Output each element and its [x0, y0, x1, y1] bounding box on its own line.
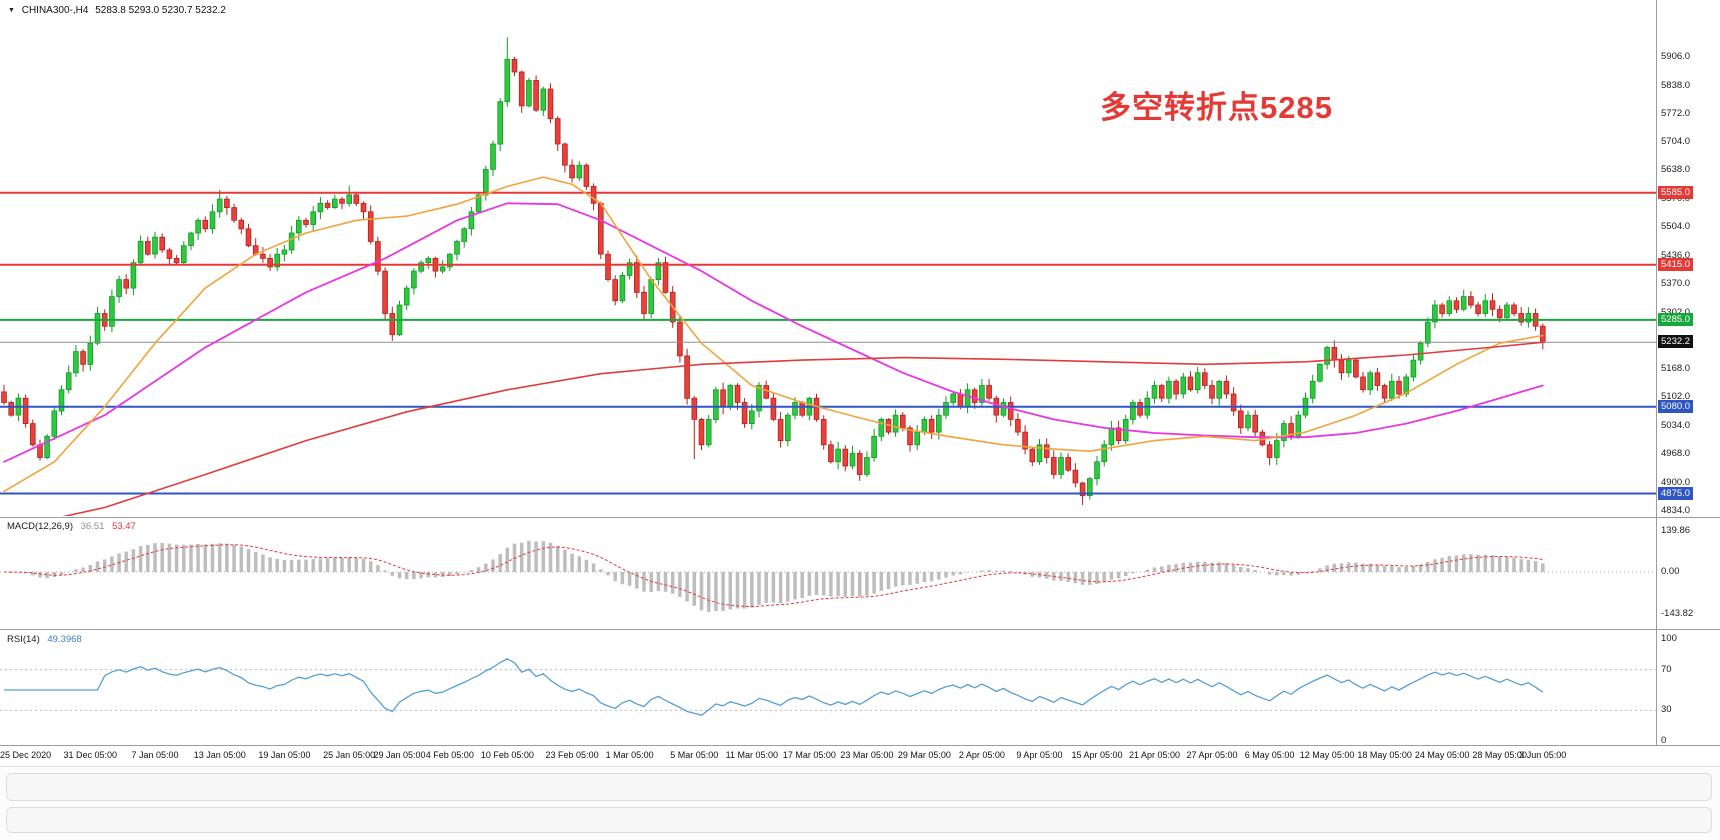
panel-separator: [0, 517, 1720, 518]
price-axis-tick: 5504.0: [1661, 221, 1691, 233]
macd-axis-tick: 0.00: [1661, 566, 1680, 577]
rsi-axis-tick: 0: [1661, 735, 1667, 746]
time-axis-label: 3 Jun 05:00: [1519, 750, 1567, 760]
time-axis-label: 17 Mar 05:00: [782, 750, 836, 760]
rsi-value: 49.3968: [47, 634, 82, 645]
time-axis-label: 6 May 05:00: [1244, 750, 1295, 760]
panel-separator: [0, 629, 1720, 630]
chart-annotation: 多空转折点5285: [1100, 90, 1333, 125]
price-axis-tick: 5302.0: [1661, 307, 1690, 318]
time-axis-label: 9 Apr 05:00: [1016, 750, 1063, 760]
chevron-down-icon[interactable]: ▼: [8, 7, 15, 14]
time-axis-label: 7 Jan 05:00: [131, 750, 179, 760]
time-axis[interactable]: 25 Dec 2020 31 Dec 05:00 7 Jan 05:00 13 Jan…: [0, 746, 1656, 766]
ma-long-red: [62, 341, 1544, 516]
time-axis-label: 11 Mar 05:00: [725, 750, 779, 760]
rsi-label: RSI(14): [7, 634, 40, 645]
bottom-chrome: [0, 766, 1720, 840]
rsi-axis-tick: 30: [1661, 704, 1672, 716]
time-axis-label: 10 Feb 05:00: [480, 750, 534, 760]
ma-slow-magenta: [3, 202, 1544, 463]
rsi-line: [4, 658, 1544, 717]
time-axis-label: 1 Mar 05:00: [605, 750, 654, 760]
moving-averages-layer: [3, 176, 1544, 516]
time-axis-label: 25 Jan 05:00: [323, 750, 376, 760]
price-axis-tick: 5638.0: [1661, 164, 1691, 176]
time-axis-label: 13 Jan 05:00: [193, 750, 246, 760]
time-axis-label: 2 Apr 05:00: [958, 750, 1005, 760]
macd-indicator-header: MACD(12,26,9) 36.51 53.47: [7, 521, 141, 532]
price-axis-separator: [1656, 0, 1657, 746]
macd-value-signal: 53.47: [112, 521, 136, 532]
time-axis-label: 29 Mar 05:00: [897, 750, 951, 760]
rsi-axis-tick: 70: [1661, 663, 1672, 675]
macd-axis-tick: -143.82: [1661, 608, 1694, 620]
price-axis-tick: 5772.0: [1661, 107, 1691, 119]
price-tag: 5415.0: [1658, 257, 1694, 271]
macd-axis[interactable]: 139.86 0.00 -143.82: [1657, 518, 1720, 628]
rsi-axis-tick: 100: [1661, 633, 1677, 644]
panel-separator: [0, 745, 1720, 746]
price-axis-tick: 5370.0: [1661, 277, 1691, 289]
macd-label: MACD(12,26,9): [7, 521, 73, 532]
macd-value-main: 36.51: [80, 521, 105, 532]
price-tag: 4875.0: [1658, 486, 1694, 500]
price-tag: 5232.2: [1658, 335, 1694, 349]
time-axis-label: 25 Dec 2020: [0, 750, 52, 760]
time-axis-label: 28 May 05:00: [1472, 750, 1527, 760]
macd-signal-line: [3, 544, 1543, 608]
main-chart-area[interactable]: [0, 0, 1720, 516]
time-axis-label: 23 Mar 05:00: [840, 750, 894, 760]
rsi-panel-area[interactable]: [0, 631, 1720, 744]
time-axis-label: 24 May 05:00: [1414, 750, 1470, 760]
price-tag: 5285.0: [1658, 312, 1694, 326]
time-axis-label: 21 Apr 05:00: [1128, 750, 1181, 760]
horizontal-levels-layer: [0, 191, 1656, 495]
symbol-name: CHINA300-,H4: [21, 5, 89, 16]
bottom-toolbar-2: [6, 807, 1712, 833]
macd-axis-tick: 139.86: [1661, 524, 1691, 536]
rsi-indicator-header: RSI(14) 49.3968: [7, 634, 87, 645]
time-axis-label: 12 May 05:00: [1299, 750, 1355, 760]
rsi-axis[interactable]: 100 70 30 0: [1657, 631, 1720, 746]
price-tag: 5585.0: [1658, 185, 1694, 199]
time-axis-label: 4 Feb 05:00: [425, 750, 474, 760]
time-axis-label: 29 Jan 05:00: [373, 750, 426, 760]
price-axis-tick: 5906.0: [1661, 50, 1691, 62]
macd-histogram: [9, 540, 1545, 612]
price-axis-tick: 5034.0: [1661, 420, 1691, 432]
price-axis-tick: 5168.0: [1661, 363, 1691, 375]
ma-mid-orange: [3, 176, 1544, 493]
symbol-ohlc-values: 5283.8 5293.0 5230.7 5232.2: [95, 5, 226, 16]
time-axis-label: 5 Mar 05:00: [670, 750, 719, 760]
time-axis-label: 27 Apr 05:00: [1186, 750, 1238, 760]
price-axis-tick: 5102.0: [1661, 391, 1691, 403]
price-tag: 5080.0: [1658, 399, 1694, 413]
time-axis-label: 18 May 05:00: [1357, 750, 1412, 760]
time-axis-label: 31 Dec 05:00: [63, 750, 118, 760]
time-axis-label: 15 Apr 05:00: [1071, 750, 1123, 760]
price-axis-tick: 5704.0: [1661, 136, 1691, 148]
price-axis-tick: 4900.0: [1661, 476, 1691, 488]
price-axis[interactable]: 5906.05838.05772.05704.05638.05570.05504…: [1657, 0, 1720, 516]
price-axis-tick: 5436.0: [1661, 249, 1691, 261]
price-axis-tick: 5838.0: [1661, 79, 1691, 91]
symbol-info-bar: ▼ CHINA300-,H4 5283.8 5293.0 5230.7 5232…: [8, 5, 230, 16]
time-axis-label: 19 Jan 05:00: [258, 750, 311, 760]
price-axis-tick: 4834.0: [1661, 504, 1691, 516]
price-axis-tick: 4968.0: [1661, 448, 1691, 460]
bottom-toolbar-1: [6, 773, 1712, 801]
macd-panel-area[interactable]: [0, 518, 1720, 628]
time-axis-label: 23 Feb 05:00: [545, 750, 599, 760]
